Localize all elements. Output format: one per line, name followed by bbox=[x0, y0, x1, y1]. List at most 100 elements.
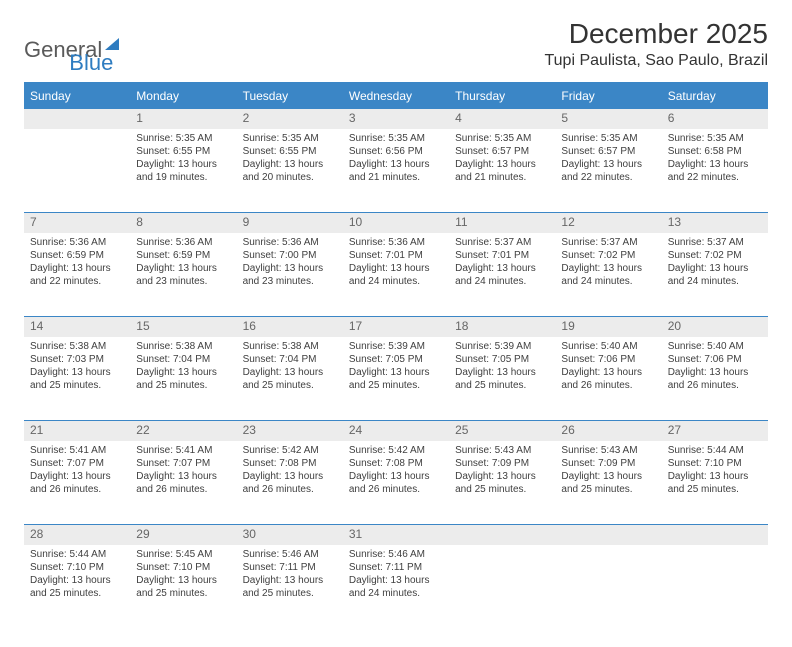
daylight-text: Daylight: 13 hours and 25 minutes. bbox=[30, 366, 124, 392]
daylight-text: Daylight: 13 hours and 25 minutes. bbox=[668, 470, 762, 496]
day-number bbox=[555, 525, 661, 545]
day-cell: Sunrise: 5:36 AMSunset: 7:00 PMDaylight:… bbox=[237, 233, 343, 317]
day-number: 14 bbox=[24, 317, 130, 337]
sunset-text: Sunset: 7:11 PM bbox=[349, 561, 443, 574]
title-block: December 2025 Tupi Paulista, Sao Paulo, … bbox=[544, 18, 768, 70]
daylight-text: Daylight: 13 hours and 22 minutes. bbox=[668, 158, 762, 184]
sunrise-text: Sunrise: 5:36 AM bbox=[349, 236, 443, 249]
daylight-text: Daylight: 13 hours and 24 minutes. bbox=[455, 262, 549, 288]
sunrise-text: Sunrise: 5:42 AM bbox=[349, 444, 443, 457]
day-number: 7 bbox=[24, 213, 130, 233]
logo-triangle-icon bbox=[105, 38, 119, 50]
daylight-text: Daylight: 13 hours and 22 minutes. bbox=[561, 158, 655, 184]
weekday-header: Sunday bbox=[24, 83, 130, 109]
day-number: 5 bbox=[555, 109, 661, 129]
day-number bbox=[24, 109, 130, 129]
logo-word2: Blue bbox=[69, 50, 113, 76]
daylight-text: Daylight: 13 hours and 26 minutes. bbox=[243, 470, 337, 496]
sunset-text: Sunset: 7:06 PM bbox=[561, 353, 655, 366]
sunrise-text: Sunrise: 5:40 AM bbox=[561, 340, 655, 353]
day-number: 24 bbox=[343, 421, 449, 441]
day-cell: Sunrise: 5:35 AMSunset: 6:55 PMDaylight:… bbox=[237, 129, 343, 213]
day-number: 23 bbox=[237, 421, 343, 441]
sunset-text: Sunset: 6:55 PM bbox=[136, 145, 230, 158]
day-cell: Sunrise: 5:41 AMSunset: 7:07 PMDaylight:… bbox=[24, 441, 130, 525]
daylight-text: Daylight: 13 hours and 25 minutes. bbox=[243, 574, 337, 600]
day-content-row: Sunrise: 5:38 AMSunset: 7:03 PMDaylight:… bbox=[24, 337, 768, 421]
daylight-text: Daylight: 13 hours and 24 minutes. bbox=[349, 262, 443, 288]
sunset-text: Sunset: 6:59 PM bbox=[136, 249, 230, 262]
day-cell: Sunrise: 5:38 AMSunset: 7:03 PMDaylight:… bbox=[24, 337, 130, 421]
day-number: 16 bbox=[237, 317, 343, 337]
sunset-text: Sunset: 7:09 PM bbox=[561, 457, 655, 470]
day-cell: Sunrise: 5:35 AMSunset: 6:57 PMDaylight:… bbox=[449, 129, 555, 213]
sunset-text: Sunset: 7:07 PM bbox=[136, 457, 230, 470]
day-number: 28 bbox=[24, 525, 130, 545]
daylight-text: Daylight: 13 hours and 26 minutes. bbox=[30, 470, 124, 496]
sunrise-text: Sunrise: 5:41 AM bbox=[136, 444, 230, 457]
weekday-header: Saturday bbox=[662, 83, 768, 109]
sunrise-text: Sunrise: 5:38 AM bbox=[30, 340, 124, 353]
daylight-text: Daylight: 13 hours and 20 minutes. bbox=[243, 158, 337, 184]
day-cell: Sunrise: 5:35 AMSunset: 6:58 PMDaylight:… bbox=[662, 129, 768, 213]
day-number: 8 bbox=[130, 213, 236, 233]
sunset-text: Sunset: 7:03 PM bbox=[30, 353, 124, 366]
page-title: December 2025 bbox=[544, 18, 768, 50]
day-cell: Sunrise: 5:43 AMSunset: 7:09 PMDaylight:… bbox=[449, 441, 555, 525]
day-cell: Sunrise: 5:40 AMSunset: 7:06 PMDaylight:… bbox=[662, 337, 768, 421]
day-cell bbox=[555, 545, 661, 629]
sunset-text: Sunset: 6:57 PM bbox=[561, 145, 655, 158]
daylight-text: Daylight: 13 hours and 21 minutes. bbox=[455, 158, 549, 184]
sunrise-text: Sunrise: 5:37 AM bbox=[668, 236, 762, 249]
day-number: 6 bbox=[662, 109, 768, 129]
day-cell: Sunrise: 5:39 AMSunset: 7:05 PMDaylight:… bbox=[449, 337, 555, 421]
daylight-text: Daylight: 13 hours and 19 minutes. bbox=[136, 158, 230, 184]
weekday-header: Friday bbox=[555, 83, 661, 109]
day-number: 15 bbox=[130, 317, 236, 337]
day-number: 4 bbox=[449, 109, 555, 129]
day-cell: Sunrise: 5:42 AMSunset: 7:08 PMDaylight:… bbox=[343, 441, 449, 525]
daylight-text: Daylight: 13 hours and 24 minutes. bbox=[349, 574, 443, 600]
daylight-text: Daylight: 13 hours and 22 minutes. bbox=[30, 262, 124, 288]
sunset-text: Sunset: 7:02 PM bbox=[561, 249, 655, 262]
location-text: Tupi Paulista, Sao Paulo, Brazil bbox=[544, 52, 768, 70]
sunset-text: Sunset: 6:56 PM bbox=[349, 145, 443, 158]
day-cell: Sunrise: 5:38 AMSunset: 7:04 PMDaylight:… bbox=[130, 337, 236, 421]
sunset-text: Sunset: 7:09 PM bbox=[455, 457, 549, 470]
daylight-text: Daylight: 13 hours and 25 minutes. bbox=[561, 470, 655, 496]
sunrise-text: Sunrise: 5:40 AM bbox=[668, 340, 762, 353]
day-cell: Sunrise: 5:40 AMSunset: 7:06 PMDaylight:… bbox=[555, 337, 661, 421]
day-number: 31 bbox=[343, 525, 449, 545]
daylight-text: Daylight: 13 hours and 23 minutes. bbox=[136, 262, 230, 288]
day-cell: Sunrise: 5:36 AMSunset: 6:59 PMDaylight:… bbox=[130, 233, 236, 317]
sunrise-text: Sunrise: 5:35 AM bbox=[349, 132, 443, 145]
sunset-text: Sunset: 7:00 PM bbox=[243, 249, 337, 262]
sunset-text: Sunset: 6:57 PM bbox=[455, 145, 549, 158]
day-cell: Sunrise: 5:46 AMSunset: 7:11 PMDaylight:… bbox=[343, 545, 449, 629]
day-number: 20 bbox=[662, 317, 768, 337]
day-content-row: Sunrise: 5:44 AMSunset: 7:10 PMDaylight:… bbox=[24, 545, 768, 629]
day-cell: Sunrise: 5:41 AMSunset: 7:07 PMDaylight:… bbox=[130, 441, 236, 525]
daynum-row: 14151617181920 bbox=[24, 317, 768, 337]
sunrise-text: Sunrise: 5:45 AM bbox=[136, 548, 230, 561]
sunrise-text: Sunrise: 5:39 AM bbox=[349, 340, 443, 353]
sunrise-text: Sunrise: 5:44 AM bbox=[30, 548, 124, 561]
day-number: 17 bbox=[343, 317, 449, 337]
sunrise-text: Sunrise: 5:46 AM bbox=[243, 548, 337, 561]
day-cell: Sunrise: 5:37 AMSunset: 7:02 PMDaylight:… bbox=[555, 233, 661, 317]
day-cell: Sunrise: 5:42 AMSunset: 7:08 PMDaylight:… bbox=[237, 441, 343, 525]
day-number: 9 bbox=[237, 213, 343, 233]
day-number: 11 bbox=[449, 213, 555, 233]
sunset-text: Sunset: 6:55 PM bbox=[243, 145, 337, 158]
day-cell: Sunrise: 5:35 AMSunset: 6:57 PMDaylight:… bbox=[555, 129, 661, 213]
sunset-text: Sunset: 7:01 PM bbox=[455, 249, 549, 262]
day-content-row: Sunrise: 5:36 AMSunset: 6:59 PMDaylight:… bbox=[24, 233, 768, 317]
sunset-text: Sunset: 7:08 PM bbox=[349, 457, 443, 470]
daylight-text: Daylight: 13 hours and 26 minutes. bbox=[561, 366, 655, 392]
daynum-row: 78910111213 bbox=[24, 213, 768, 233]
header: General Blue December 2025 Tupi Paulista… bbox=[24, 18, 768, 76]
sunset-text: Sunset: 7:05 PM bbox=[349, 353, 443, 366]
day-number: 26 bbox=[555, 421, 661, 441]
sunrise-text: Sunrise: 5:38 AM bbox=[243, 340, 337, 353]
daylight-text: Daylight: 13 hours and 25 minutes. bbox=[349, 366, 443, 392]
